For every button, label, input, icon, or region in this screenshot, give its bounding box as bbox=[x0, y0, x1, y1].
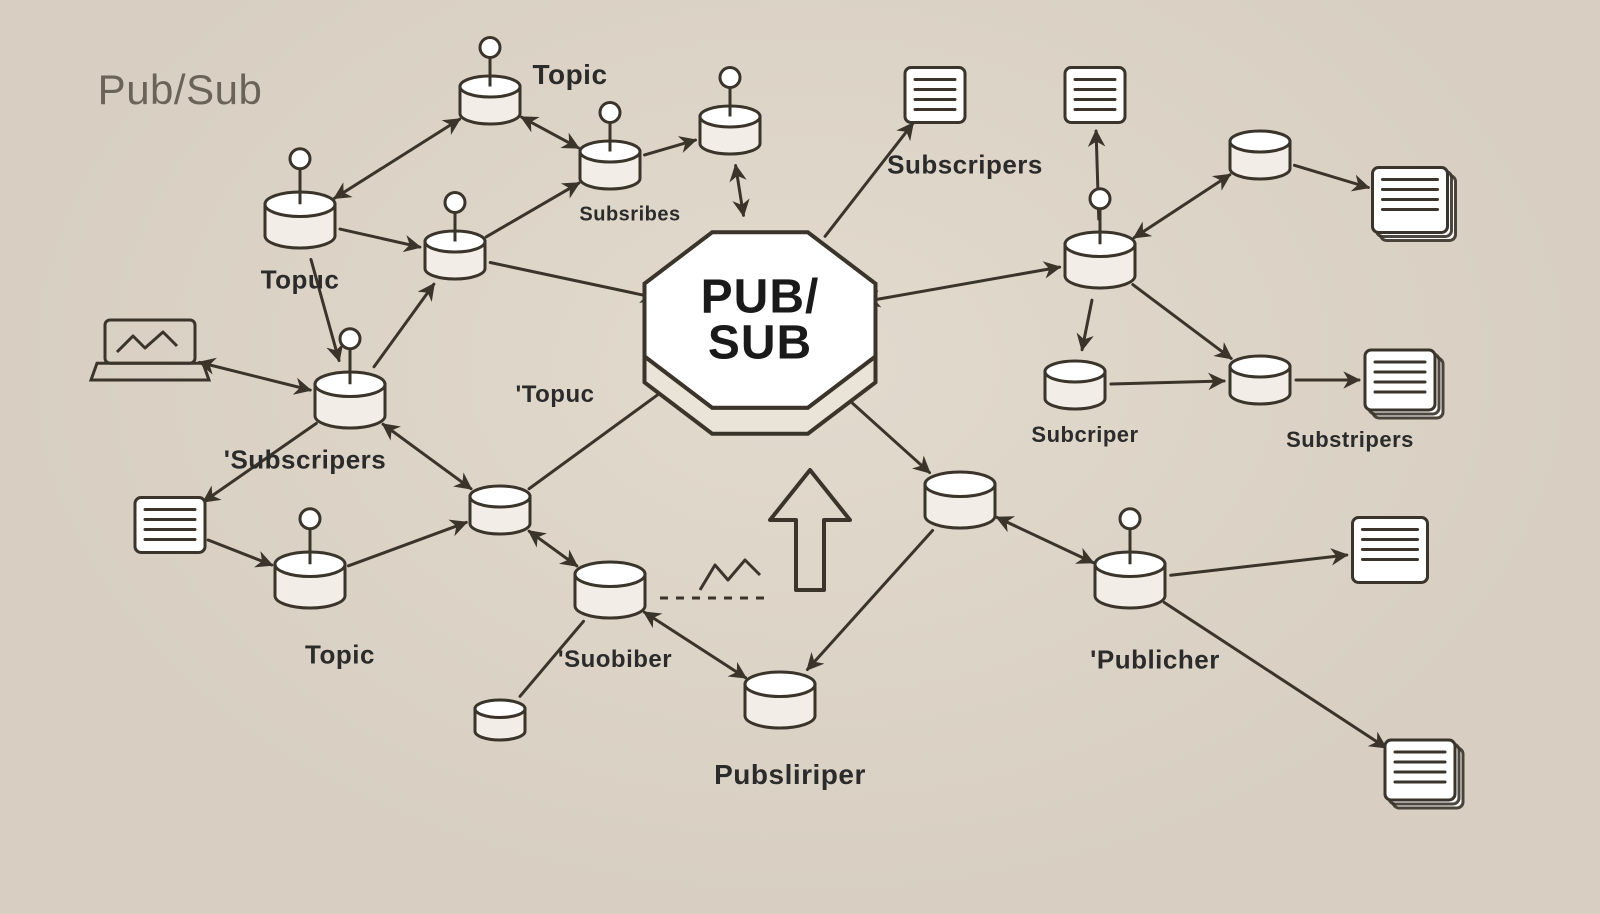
hub-label: PUB/SUB bbox=[701, 274, 820, 365]
diagram-label: Topic bbox=[305, 640, 375, 671]
cylinder-node bbox=[1230, 131, 1290, 179]
cylinder-node bbox=[470, 486, 530, 534]
edge bbox=[807, 530, 932, 669]
cylinder-node bbox=[1045, 361, 1105, 409]
diagram-label: 'Topuc bbox=[516, 381, 595, 409]
edge bbox=[208, 540, 272, 565]
cylinder-node bbox=[575, 562, 645, 618]
cylinder-node bbox=[1065, 189, 1135, 288]
diagram-label: Subscripers bbox=[887, 150, 1043, 181]
big-arrow-icon bbox=[770, 470, 850, 590]
diagram-label: Topuc bbox=[261, 265, 340, 296]
cylinder-node bbox=[580, 103, 640, 190]
edge bbox=[864, 267, 1059, 301]
cylinder-node bbox=[1095, 509, 1165, 608]
page-title: Pub/Sub bbox=[98, 66, 263, 114]
document-icon bbox=[1373, 168, 1456, 241]
document-icon bbox=[905, 68, 965, 123]
diagram-label: 'Publicher bbox=[1090, 645, 1220, 676]
edge bbox=[486, 183, 579, 237]
edge bbox=[348, 522, 466, 565]
cylinder-node bbox=[265, 149, 335, 248]
document-icon bbox=[1353, 518, 1428, 583]
diagram-stage: PUB/SUB Pub/Sub Topic Subsribes Topuc 'Topuc '… bbox=[0, 0, 1600, 914]
diagram-label: Topic bbox=[532, 59, 607, 91]
document-icon bbox=[135, 498, 205, 553]
cylinder-node bbox=[925, 472, 995, 528]
edge bbox=[522, 117, 579, 148]
edge bbox=[335, 119, 460, 198]
cylinder-node bbox=[425, 193, 485, 280]
cylinder-node bbox=[700, 68, 760, 155]
diagram-label: 'Suobiber bbox=[558, 646, 672, 674]
edge bbox=[645, 140, 696, 155]
laptop-icon bbox=[91, 320, 209, 380]
document-icon bbox=[1365, 350, 1443, 418]
diagram-label: Subsribes bbox=[579, 204, 680, 227]
edge bbox=[839, 391, 930, 473]
sparkline-icon bbox=[660, 560, 770, 598]
edge bbox=[199, 362, 310, 390]
document-icon bbox=[1385, 740, 1463, 808]
edge bbox=[1294, 165, 1368, 187]
cylinder-node bbox=[475, 700, 525, 740]
edge bbox=[997, 517, 1093, 562]
document-icon bbox=[1065, 68, 1125, 123]
cylinder-node bbox=[460, 38, 520, 125]
cylinder-node bbox=[745, 672, 815, 728]
edge bbox=[1111, 381, 1224, 384]
edge bbox=[374, 284, 434, 367]
edge bbox=[490, 263, 656, 298]
edge bbox=[1133, 285, 1231, 359]
edge bbox=[736, 166, 744, 216]
edge bbox=[1134, 175, 1230, 238]
edge bbox=[1171, 555, 1347, 575]
edge bbox=[1082, 300, 1092, 349]
edge bbox=[529, 531, 577, 566]
cylinder-node bbox=[275, 509, 345, 608]
edge bbox=[340, 229, 420, 247]
cylinder-node bbox=[1230, 356, 1290, 404]
diagram-label: 'Subscripers bbox=[224, 445, 386, 476]
cylinder-node bbox=[315, 329, 385, 428]
diagram-label: Substripers bbox=[1286, 427, 1414, 453]
diagram-label: Pubsliriper bbox=[714, 759, 866, 791]
diagram-label: Subcriper bbox=[1031, 422, 1138, 448]
edge bbox=[383, 424, 471, 488]
